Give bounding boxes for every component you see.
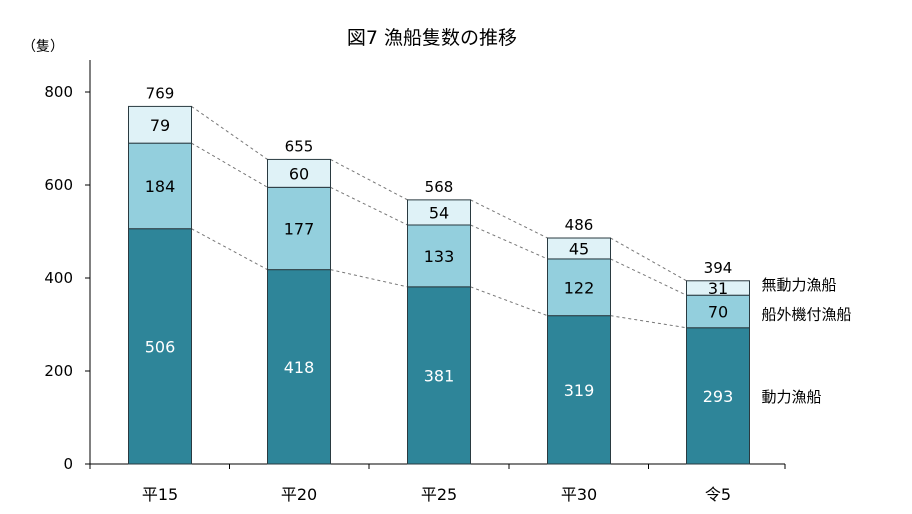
bar-segment: [407, 286, 471, 465]
y-tick-label: 600: [44, 176, 73, 194]
data-label: 319: [564, 381, 595, 400]
data-label: 122: [564, 278, 595, 297]
bar-segment: [547, 315, 611, 465]
bar-segment: [547, 237, 611, 260]
legend-label: 無動力漁船: [762, 276, 837, 294]
data-label: 381: [424, 366, 455, 385]
legend-label: 船外機付漁船: [762, 305, 852, 323]
bar-segment: [407, 224, 471, 288]
connector-line: [610, 237, 687, 282]
connector-line: [610, 315, 687, 329]
x-tick-label: 平25: [421, 485, 457, 504]
bar-segment: [128, 105, 192, 144]
data-label: 54: [429, 203, 449, 222]
y-tick-label: 0: [63, 455, 73, 473]
data-label: 133: [424, 247, 455, 266]
connector-line: [470, 286, 548, 317]
data-label: 293: [703, 387, 734, 406]
data-label: 45: [569, 239, 589, 258]
data-label: 70: [708, 302, 728, 321]
legend-label: 動力漁船: [762, 388, 822, 406]
connector-line: [330, 158, 408, 201]
y-axis-unit: （隻）: [22, 39, 64, 55]
x-tick-label: 平15: [142, 485, 178, 504]
x-tick-label: 令5: [705, 485, 731, 504]
data-label: 184: [145, 177, 176, 196]
data-label: 79: [150, 116, 170, 135]
connector-line: [330, 186, 408, 226]
connector-line: [191, 228, 268, 271]
connector-line: [191, 106, 268, 160]
connector-line: [191, 142, 268, 188]
total-label: 486: [565, 216, 594, 234]
total-label: 568: [425, 178, 454, 196]
data-label: 177: [284, 219, 315, 238]
bar-segment: [686, 327, 750, 465]
bar-segment: [267, 269, 331, 465]
chart-title: 図7 漁船隻数の推移: [347, 27, 517, 49]
y-tick-label: 200: [44, 362, 73, 380]
y-tick-label: 400: [44, 269, 73, 287]
total-label: 394: [704, 259, 733, 277]
plot-area: 0 200 400 600 800 506 184 79 769 平15 418 177 60 655 平2…: [44, 60, 852, 504]
bar-segment: [267, 158, 331, 188]
connector-line: [330, 269, 408, 288]
bar-segment: [686, 294, 750, 329]
bar-segment: [407, 199, 471, 226]
data-label: 506: [145, 337, 176, 356]
bar-segment: [128, 228, 192, 465]
total-label: 769: [146, 84, 175, 102]
bar-segment: [267, 186, 331, 271]
bar-segment: [128, 142, 192, 230]
x-tick-label: 平30: [561, 485, 597, 504]
connector-line: [470, 224, 548, 260]
data-label: 60: [289, 164, 309, 183]
data-label: 31: [708, 279, 728, 298]
connector-line: [610, 258, 687, 296]
total-label: 655: [285, 137, 314, 155]
connector-line: [470, 199, 548, 239]
y-tick-label: 800: [44, 83, 73, 101]
x-tick-label: 平20: [281, 485, 317, 504]
bar-segment: [686, 280, 750, 296]
data-label: 418: [284, 358, 315, 377]
